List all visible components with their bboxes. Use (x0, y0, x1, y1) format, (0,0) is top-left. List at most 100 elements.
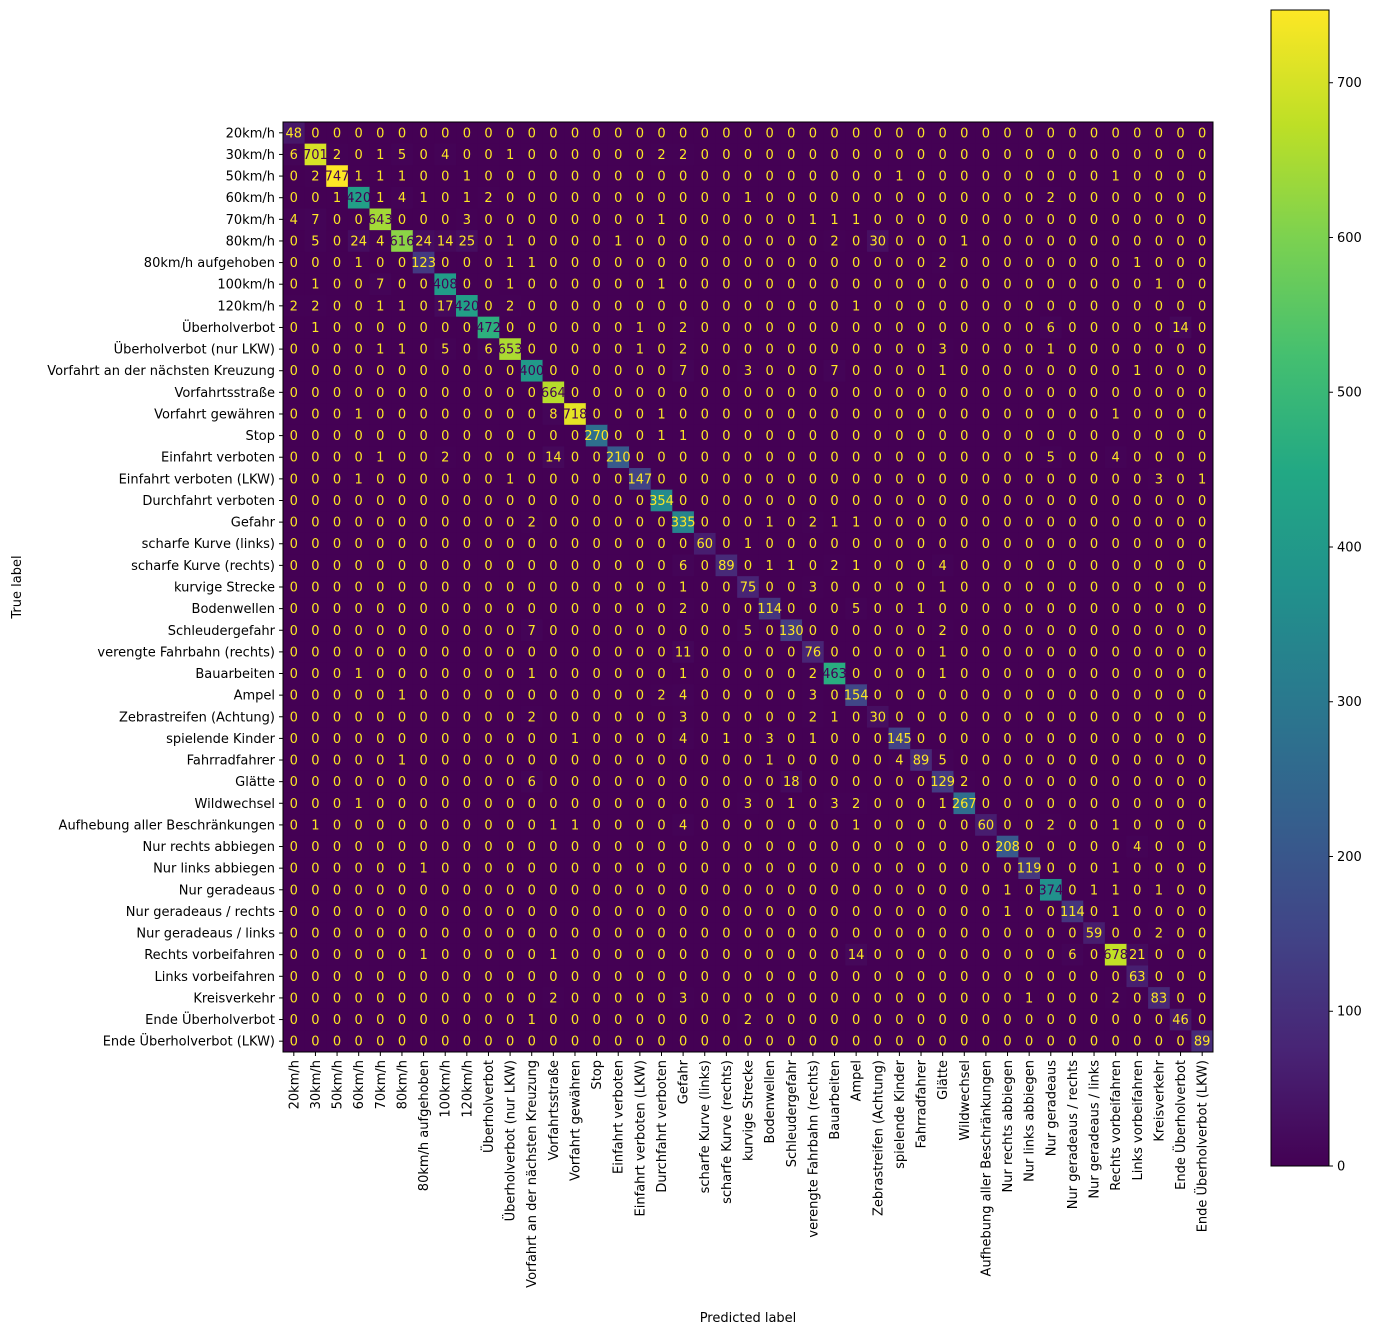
matrix-cell-value: 0 (1025, 299, 1033, 314)
matrix-cell-value: 0 (744, 148, 752, 163)
matrix-cell-value: 0 (463, 494, 471, 509)
matrix-cell-value: 0 (679, 213, 687, 228)
x-tick-label: Vorfahrt an der nächsten Kreuzung (525, 1060, 540, 1288)
matrix-cell-value: 0 (290, 170, 298, 185)
matrix-cell-value: 0 (895, 213, 903, 228)
matrix-cell-value: 0 (657, 667, 665, 682)
matrix-cell-value: 0 (463, 1013, 471, 1028)
matrix-cell-value: 0 (1133, 689, 1141, 704)
matrix-cell-value: 0 (787, 1035, 795, 1050)
matrix-cell-value: 0 (701, 451, 709, 466)
matrix-cell-value: 0 (830, 537, 838, 552)
matrix-cell-value: 0 (506, 213, 514, 228)
matrix-cell-value: 0 (830, 927, 838, 942)
matrix-cell (456, 316, 479, 339)
matrix-cell-value: 0 (592, 343, 600, 358)
matrix-cell (520, 446, 544, 469)
matrix-cell-value: 2 (809, 516, 817, 531)
matrix-cell-value: 0 (787, 234, 795, 249)
matrix-cell-value: 0 (787, 451, 795, 466)
matrix-cell-value: 2 (852, 797, 860, 812)
matrix-cell-value: 0 (333, 234, 341, 249)
y-tick-label: Rechts vorbeifahren (144, 948, 275, 963)
matrix-cell-value: 0 (333, 472, 341, 487)
matrix-cell (499, 381, 522, 404)
y-tick-label: verengte Fahrbahn (rechts) (97, 645, 275, 660)
matrix-cell-value: 0 (874, 818, 882, 833)
matrix-cell-value: 0 (917, 1013, 925, 1028)
matrix-cell-value: 0 (1025, 818, 1033, 833)
matrix-cell-value: 0 (1198, 170, 1206, 185)
matrix-cell-value: 0 (874, 148, 882, 163)
matrix-cell-value: 0 (1068, 581, 1076, 596)
matrix-cell-value: 0 (1133, 516, 1141, 531)
matrix-cell (996, 186, 1019, 210)
matrix-cell-value: 0 (1176, 516, 1184, 531)
matrix-cell-value: 0 (528, 321, 536, 336)
matrix-cell-value: 0 (765, 126, 773, 141)
matrix-cell-value: 0 (592, 537, 600, 552)
matrix-cell-value: 0 (701, 321, 709, 336)
matrix-cell-value: 0 (1025, 451, 1033, 466)
matrix-cell-value: 0 (765, 299, 773, 314)
matrix-cell-value: 0 (1133, 537, 1141, 552)
matrix-cell-value: 0 (960, 451, 968, 466)
matrix-cell-value: 0 (960, 732, 968, 747)
matrix-cell (520, 230, 544, 253)
matrix-cell-value: 0 (506, 970, 514, 985)
matrix-cell-value: 2 (830, 559, 838, 574)
matrix-cell-value: 0 (830, 689, 838, 704)
matrix-cell-value: 0 (1176, 364, 1184, 379)
matrix-cell-value: 0 (484, 407, 492, 422)
matrix-cell-value: 0 (614, 494, 622, 509)
matrix-cell-value: 0 (592, 645, 600, 660)
matrix-cell (1126, 424, 1149, 447)
matrix-cell-value: 0 (549, 364, 557, 379)
matrix-cell-value: 0 (679, 754, 687, 769)
matrix-cell-value: 18 (783, 775, 800, 790)
matrix-cell-value: 208 (995, 840, 1020, 855)
matrix-cell-value: 0 (463, 126, 471, 141)
matrix-cell-value: 0 (614, 927, 622, 942)
matrix-cell (369, 230, 392, 253)
matrix-cell-value: 1 (809, 732, 817, 747)
matrix-cell-value: 0 (1047, 299, 1055, 314)
matrix-cell-value: 0 (874, 278, 882, 293)
matrix-cell (1061, 403, 1084, 426)
matrix-cell-value: 0 (571, 278, 579, 293)
matrix-cell-value: 0 (960, 472, 968, 487)
matrix-cell-value: 0 (571, 213, 579, 228)
matrix-cell (996, 251, 1019, 274)
matrix-cell-value: 0 (1112, 732, 1120, 747)
matrix-cell (477, 446, 500, 469)
matrix-cell-value: 3 (463, 213, 471, 228)
matrix-cell-value: 0 (441, 494, 449, 509)
matrix-cell (953, 208, 976, 231)
matrix-cell-value: 0 (571, 667, 579, 682)
matrix-cell-value: 0 (419, 581, 427, 596)
matrix-cell-value: 89 (1194, 1035, 1211, 1050)
matrix-cell-value: 1 (852, 559, 860, 574)
matrix-cell-value: 0 (701, 170, 709, 185)
matrix-cell (304, 165, 327, 188)
matrix-cell-value: 0 (1025, 710, 1033, 725)
matrix-cell (1083, 338, 1106, 361)
matrix-cell-value: 0 (722, 451, 730, 466)
matrix-cell (888, 273, 911, 296)
matrix-cell-value: 0 (636, 581, 644, 596)
matrix-cell-value: 0 (701, 840, 709, 855)
matrix-cell-value: 0 (355, 905, 363, 920)
matrix-cell (629, 316, 652, 339)
matrix-cell-value: 0 (290, 581, 298, 596)
matrix-cell-value: 0 (311, 364, 319, 379)
matrix-cell (1148, 208, 1171, 231)
matrix-cell-value: 0 (657, 126, 665, 141)
matrix-cell-value: 0 (1198, 624, 1206, 639)
matrix-cell-value: 0 (1155, 256, 1163, 271)
matrix-cell (693, 208, 717, 231)
matrix-cell (434, 381, 457, 404)
matrix-cell (1018, 338, 1041, 361)
matrix-cell (758, 295, 781, 318)
matrix-cell-value: 0 (549, 1013, 557, 1028)
matrix-cell-value: 0 (1090, 299, 1098, 314)
